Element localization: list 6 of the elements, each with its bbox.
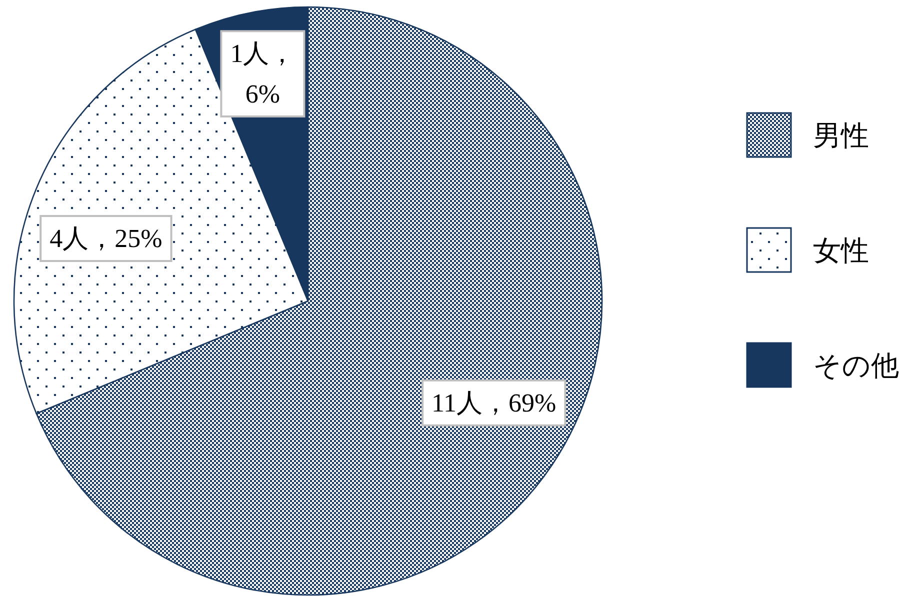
data-label: 1人，6%: [230, 39, 296, 108]
data-label: 4人，25%: [50, 224, 162, 253]
legend-label: 女性: [813, 236, 869, 267]
legend-label: 男性: [813, 121, 869, 152]
legend-label: その他: [813, 351, 899, 382]
data-label: 11人，69%: [432, 388, 556, 418]
